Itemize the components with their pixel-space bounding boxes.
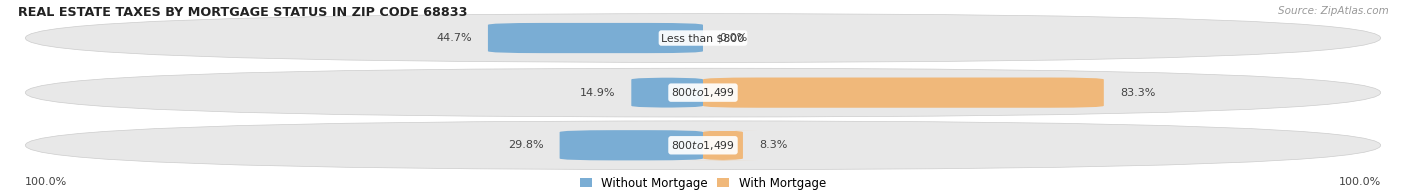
Text: 0.0%: 0.0% <box>720 33 748 43</box>
Text: $800 to $1,499: $800 to $1,499 <box>671 86 735 99</box>
Text: 29.8%: 29.8% <box>508 140 543 150</box>
FancyBboxPatch shape <box>560 130 703 160</box>
FancyBboxPatch shape <box>488 23 703 53</box>
FancyBboxPatch shape <box>25 14 1381 62</box>
Text: 8.3%: 8.3% <box>759 140 787 150</box>
Text: Less than $800: Less than $800 <box>661 33 745 43</box>
Text: Source: ZipAtlas.com: Source: ZipAtlas.com <box>1278 6 1389 16</box>
Text: 100.0%: 100.0% <box>25 177 67 187</box>
FancyBboxPatch shape <box>689 130 758 160</box>
Text: REAL ESTATE TAXES BY MORTGAGE STATUS IN ZIP CODE 68833: REAL ESTATE TAXES BY MORTGAGE STATUS IN … <box>18 6 468 19</box>
FancyBboxPatch shape <box>703 77 1104 108</box>
FancyBboxPatch shape <box>25 68 1381 117</box>
Text: 14.9%: 14.9% <box>579 88 614 98</box>
Text: 44.7%: 44.7% <box>436 33 471 43</box>
Legend: Without Mortgage, With Mortgage: Without Mortgage, With Mortgage <box>581 177 825 190</box>
Text: 83.3%: 83.3% <box>1121 88 1156 98</box>
FancyBboxPatch shape <box>631 77 703 108</box>
FancyBboxPatch shape <box>25 121 1381 170</box>
Text: $800 to $1,499: $800 to $1,499 <box>671 139 735 152</box>
Text: 100.0%: 100.0% <box>1339 177 1381 187</box>
